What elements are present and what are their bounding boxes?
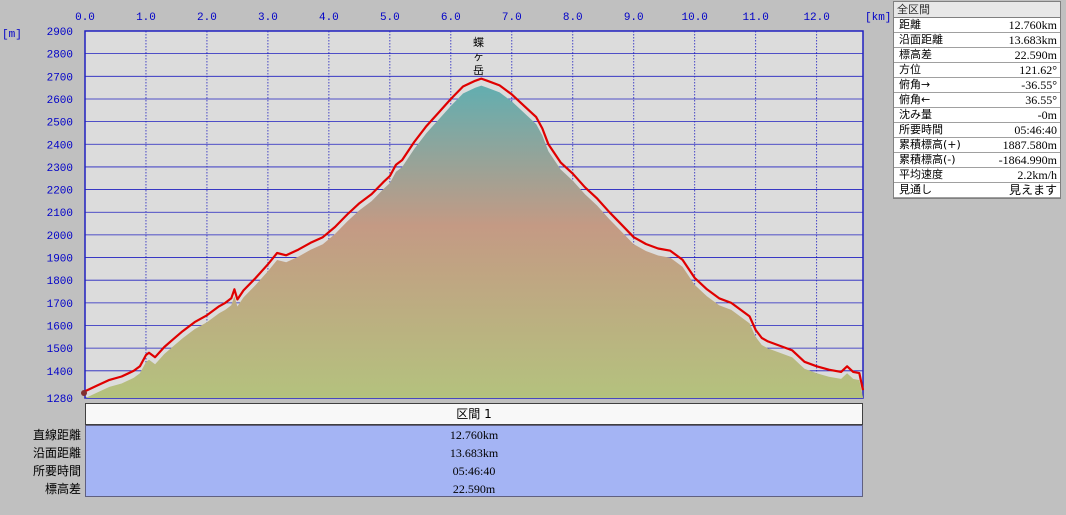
y-tick-label: 2600 [47,95,73,107]
section-row: 直線距離 12.760km [33,426,862,444]
stat-value: -1864.990m [998,153,1057,167]
stat-row: 方位 121.62° [894,63,1060,78]
stat-row: 所要時間 05:46:40 [894,123,1060,138]
stat-value: 05:46:40 [1014,123,1057,137]
stat-value: -0m [1037,108,1057,122]
stat-row: 俯角← 36.55° [894,93,1060,108]
x-tick-label: 2.0 [197,12,217,24]
section-row-value: 05:46:40 [452,464,496,478]
start-marker[interactable] [81,390,87,396]
x-tick-label: 10.0 [682,12,708,24]
stat-row: 距離 12.760km [894,18,1060,33]
stat-value: 1887.580m [1002,138,1057,152]
section-row-value: 22.590m [452,482,496,496]
stat-label: 方位 [899,63,921,76]
x-tick-label: 3.0 [258,12,278,24]
peak-label-char-1: 蝶 [473,35,484,49]
stat-value: 36.55° [1025,93,1057,107]
y-tick-label: 1800 [47,276,73,288]
section-row-label: 所要時間 [32,464,81,478]
stat-value: 12.760km [1008,18,1057,32]
stat-value: -36.55° [1021,78,1057,92]
stat-label: 俯角← [899,93,931,106]
profile-line [84,77,865,393]
stat-row: 累積標高(+) 1887.580m [894,138,1060,153]
y-tick-label: 2200 [47,186,73,198]
stat-value: 2.2km/h [1017,168,1057,182]
x-tick-label: 4.0 [319,12,339,24]
stat-value: 22.590m [1014,48,1057,62]
section-row: 所要時間 05:46:40 [33,462,862,480]
y-tick-label: 1500 [47,344,73,356]
stat-label: 沿面距離 [899,33,943,46]
section-row: 沿面距離 13.683km [33,444,862,462]
x-tick-label: 1.0 [136,12,156,24]
y-tick-label: 2800 [47,50,73,62]
y-axis-unit: [m] [2,29,22,41]
x-tick-labels: 0.0 1.0 2.0 3.0 4.0 5.0 6.0 7.0 8.0 9.0 10.0 11.0 12… [75,12,830,24]
peak-label-char-3: 岳 [473,64,484,77]
x-tick-label: 12.0 [803,12,829,24]
stat-row: 平均速度 2.2km/h [894,168,1060,183]
stat-value: 13.683km [1008,33,1057,47]
section-row-label: 標高差 [44,482,81,496]
stats-panel: 全区間 距離 12.760km 沿面距離 13.683km 標高差 22.590m 方位 12… [893,1,1061,199]
stat-label: 距離 [899,18,921,31]
stat-label: 沈み量 [899,108,932,121]
y-tick-label: 1400 [47,367,73,379]
stat-label: 累積標高(-) [899,153,956,166]
section-table: 直線距離 12.760km 沿面距離 13.683km 所要時間 05:46:40 標高差 2… [33,425,863,498]
y-tick-label: 2900 [47,27,73,39]
x-axis-unit: [km] [865,12,891,24]
x-tick-label: 5.0 [380,12,400,24]
stat-row: 俯角→ -36.55° [894,78,1060,93]
x-tick-label: 7.0 [502,12,522,24]
stats-list: 距離 12.760km 沿面距離 13.683km 標高差 22.590m 方位 121.62… [894,18,1060,198]
terrain-area [85,85,863,399]
y-tick-labels: 2900 2800 2700 2600 2500 2400 2300 2200 2100 2000… [47,27,73,406]
x-tick-label: 6.0 [441,12,461,24]
stat-value: 121.62° [1019,63,1057,77]
stat-label: 累積標高(+) [899,138,961,151]
y-tick-label: 2100 [47,208,73,220]
peak-marker: 蝶 ヶ 岳 [473,35,484,77]
y-tick-label: 2400 [47,140,73,152]
y-tick-label: 2500 [47,118,73,130]
stat-label: 平均速度 [899,168,943,181]
y-tick-label: 2300 [47,163,73,175]
stat-row: 見通し 見えます [894,183,1060,198]
stat-value: 見えます [1008,183,1057,197]
stat-row: 沈み量 -0m [894,108,1060,123]
section-header[interactable]: 区間 1 [85,403,863,425]
section-row-value: 13.683km [449,446,499,460]
x-tick-label: 8.0 [563,12,583,24]
stat-label: 標高差 [899,48,932,61]
section-row-label: 直線距離 [32,428,81,442]
stat-row: 沿面距離 13.683km [894,33,1060,48]
stat-row: 累積標高(-) -1864.990m [894,153,1060,168]
stat-label: 俯角→ [899,78,931,91]
y-tick-label: 1600 [47,322,73,334]
y-tick-label: 1280 [47,394,73,406]
y-tick-label: 1700 [47,299,73,311]
section-row-value: 12.760km [449,428,499,442]
y-tick-label: 2700 [47,72,73,84]
peak-label-char-2: ヶ [473,50,484,63]
stats-panel-title: 全区間 [894,2,1060,18]
section-row-label: 沿面距離 [32,446,81,460]
stat-label: 所要時間 [899,123,943,136]
section-row: 標高差 22.590m [45,480,862,498]
stat-label: 見通し [899,183,932,196]
x-tick-label: 0.0 [75,12,95,24]
x-tick-label: 9.0 [624,12,644,24]
y-tick-label: 1900 [47,254,73,266]
x-tick-label: 11.0 [742,12,768,24]
y-tick-label: 2000 [47,231,73,243]
stat-row: 標高差 22.590m [894,48,1060,63]
